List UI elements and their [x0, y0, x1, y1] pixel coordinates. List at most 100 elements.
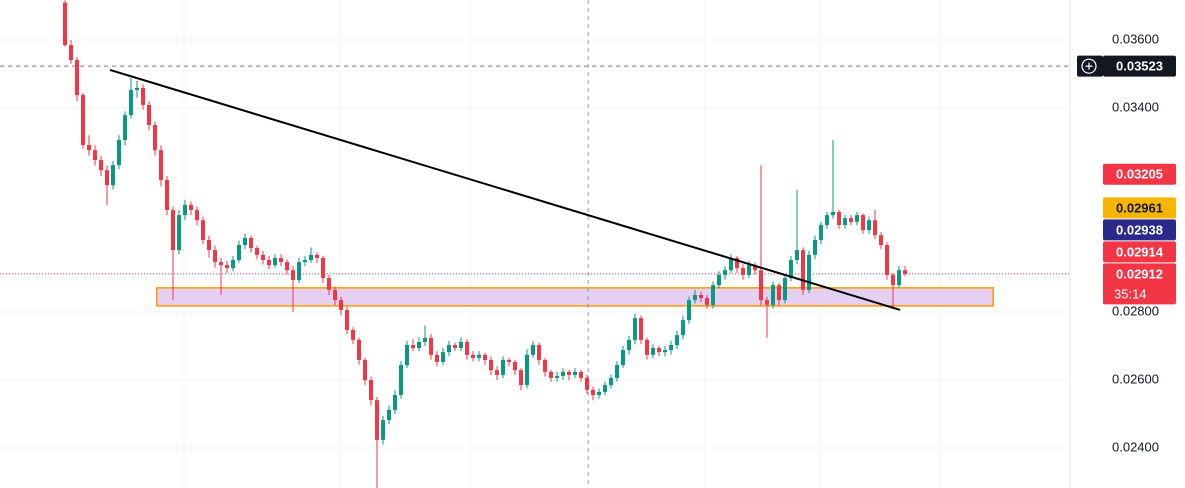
candle-body: [873, 220, 877, 236]
price-label-box: [1103, 263, 1176, 305]
candle-body: [615, 365, 619, 378]
candle-body: [171, 209, 175, 251]
y-tick-label: 0.02400: [1112, 439, 1159, 454]
candle-body: [501, 359, 505, 375]
candle-body: [411, 344, 415, 349]
candle-body: [231, 259, 235, 269]
candle-body: [519, 370, 523, 386]
candle-body: [159, 150, 163, 181]
candle-body: [405, 344, 409, 366]
candle-body: [81, 95, 85, 146]
candle-body: [213, 250, 217, 263]
candle-body: [891, 274, 895, 286]
candle-body: [135, 87, 139, 90]
candle-body: [849, 218, 853, 222]
candle-body: [255, 248, 259, 255]
price-label-box: [1103, 241, 1176, 263]
candle-body: [561, 371, 565, 376]
candle-body: [345, 309, 349, 331]
candle-body: [243, 237, 247, 246]
candle-body: [771, 285, 775, 305]
candle-body: [279, 257, 283, 263]
candle-body: [489, 359, 493, 371]
candle-body: [621, 350, 625, 366]
candle-body: [747, 265, 751, 275]
candle-body: [897, 270, 901, 286]
candle-body: [783, 278, 787, 301]
candle-body: [663, 350, 667, 353]
candle-body: [129, 89, 133, 116]
price-label: 0.03523: [1077, 55, 1176, 77]
candle-body: [141, 87, 145, 105]
candle-body: [861, 215, 865, 231]
candle-body: [687, 300, 691, 321]
price-label-box: [1103, 55, 1176, 77]
candle-body: [375, 400, 379, 440]
candle-body: [303, 259, 307, 263]
candle-body: [789, 259, 793, 279]
candle-body: [495, 370, 499, 375]
candle-body: [333, 289, 337, 301]
candle-body: [507, 359, 511, 362]
price-label-text: 0.03205: [1116, 167, 1163, 182]
candle-body: [879, 235, 883, 246]
candle-body: [699, 295, 703, 299]
candle-body: [717, 274, 721, 286]
countdown-text: 35:14: [1114, 286, 1147, 301]
candle-body: [357, 339, 361, 360]
price-label: 0.02938: [1103, 219, 1176, 241]
candle-body: [813, 239, 817, 255]
candle-body: [555, 375, 559, 378]
candle-body: [429, 337, 433, 355]
candle-body: [693, 295, 697, 301]
candle-body: [741, 268, 745, 275]
candle-body: [639, 318, 643, 340]
candle-body: [795, 250, 799, 260]
price-label-box: [1103, 163, 1176, 185]
candle-body: [219, 262, 223, 266]
candle-body: [525, 354, 529, 386]
candle-body: [885, 245, 889, 275]
candle-body: [387, 409, 391, 421]
candle-body: [765, 300, 769, 305]
candle-body: [177, 215, 181, 251]
candle-body: [267, 259, 271, 266]
candle-body: [153, 124, 157, 151]
price-label: 0.02914: [1103, 241, 1176, 263]
candle-body: [579, 371, 583, 378]
candle-body: [483, 354, 487, 360]
candle-body: [675, 335, 679, 345]
price-label: 0.03205: [1103, 163, 1176, 185]
candle-body: [381, 420, 385, 440]
price-label-text: 0.02912: [1116, 266, 1163, 281]
candle-body: [837, 212, 841, 225]
price-label-box: [1103, 197, 1176, 219]
add-alert-button[interactable]: [1081, 58, 1097, 74]
candle-body: [711, 285, 715, 305]
candle-body: [63, 2, 67, 46]
candle-body: [585, 377, 589, 390]
candle-body: [855, 215, 859, 222]
price-label-text: 0.02961: [1116, 200, 1163, 215]
candle-body: [645, 339, 649, 355]
candle-body: [75, 60, 79, 96]
candle-body: [369, 380, 373, 401]
candle-body: [111, 165, 115, 186]
candle-body: [321, 257, 325, 279]
candle-body: [537, 344, 541, 360]
candle-body: [309, 254, 313, 260]
candle-body: [633, 318, 637, 340]
candle-body: [117, 139, 121, 166]
candle-body: [669, 344, 673, 351]
candle-body: [99, 160, 103, 171]
candle-body: [105, 170, 109, 186]
candle-body: [723, 270, 727, 275]
candle-body: [441, 352, 445, 362]
candle-body: [867, 220, 871, 231]
candle-body: [831, 212, 835, 216]
candle-body: [225, 265, 229, 269]
candle-body: [189, 204, 193, 210]
candle-body: [807, 254, 811, 290]
vertical-grid: [183, 0, 941, 488]
